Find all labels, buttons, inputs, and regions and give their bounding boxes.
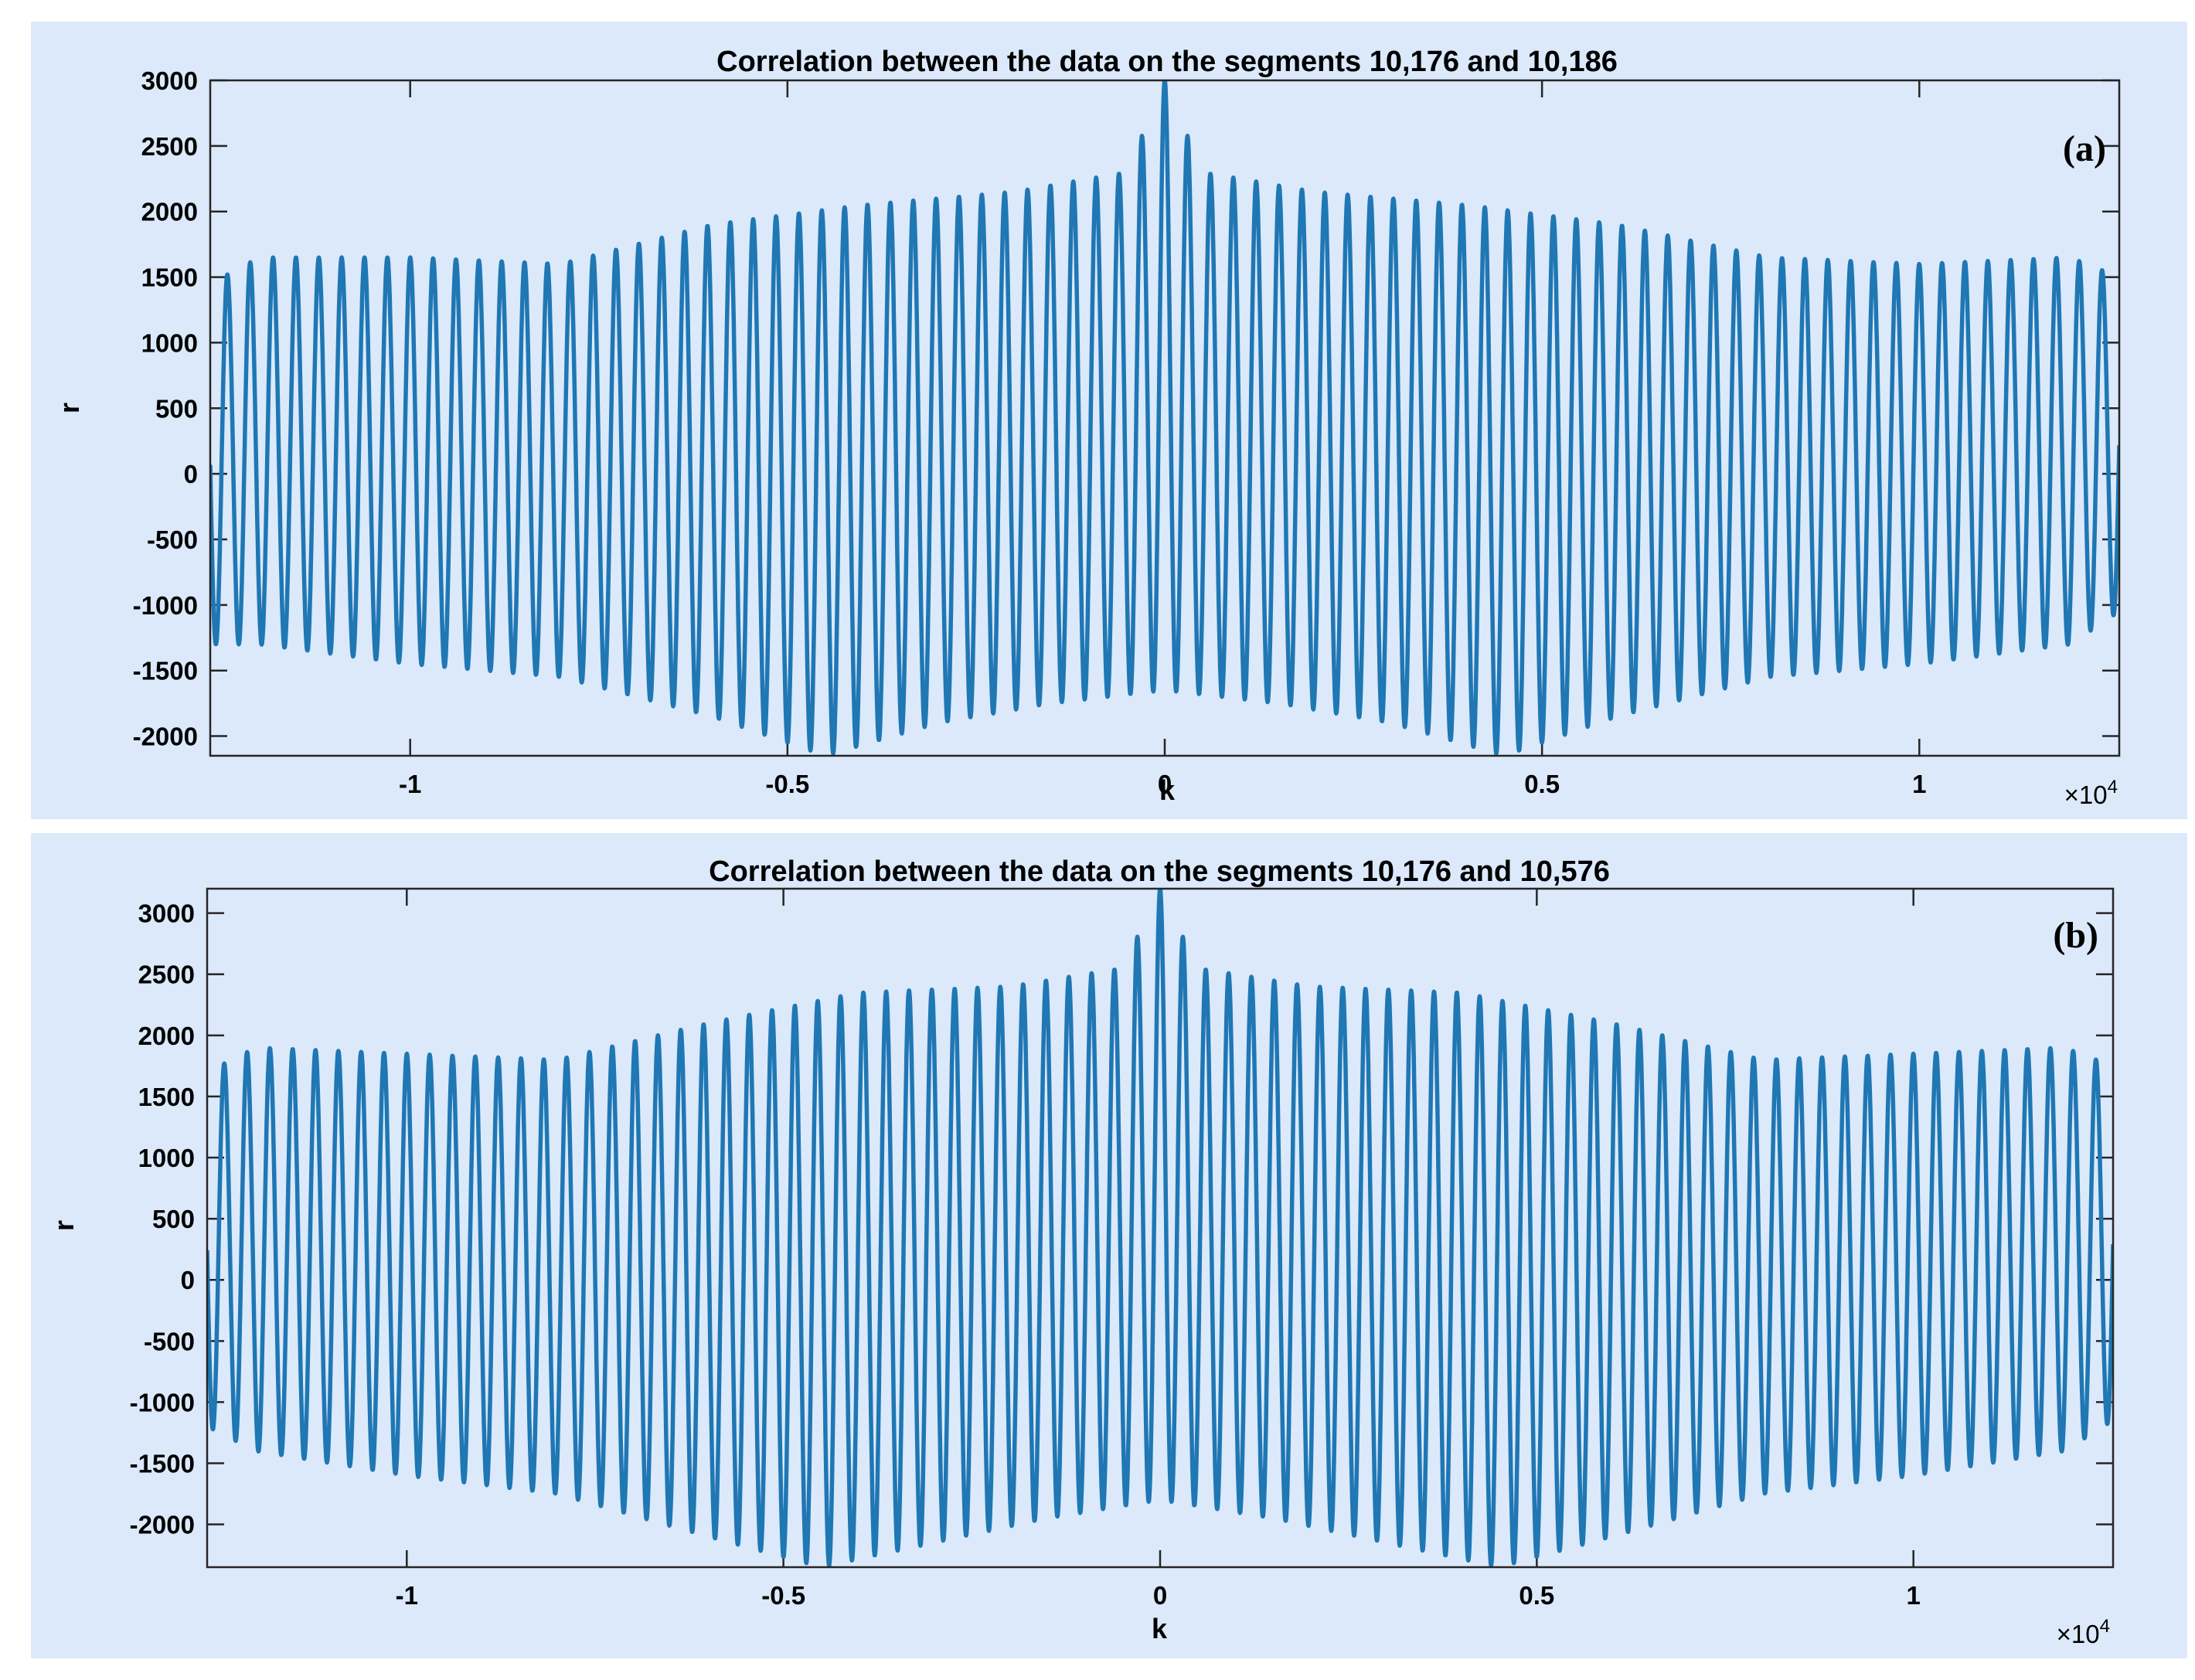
x-tick-label: 1 — [1912, 770, 1926, 798]
x-tick-label: 1 — [1907, 1581, 1921, 1610]
x-tick-label: -1 — [399, 770, 421, 798]
y-tick-label: -2000 — [130, 1511, 195, 1539]
y-tick-label: 3000 — [138, 900, 195, 928]
y-tick-label: -500 — [147, 525, 198, 554]
chart-title: Correlation between the data on the segm… — [716, 46, 1618, 78]
chart-title: Correlation between the data on the segm… — [709, 855, 1610, 888]
plot-area — [206, 887, 2115, 1569]
y-tick-label: 2500 — [138, 961, 195, 989]
x-tick-label: -0.5 — [765, 770, 809, 798]
x-tick-label: 0 — [1153, 1581, 1167, 1610]
x-tick-label: -0.5 — [761, 1581, 805, 1610]
y-tick-label: 500 — [152, 1205, 195, 1233]
x-tick-label: 0 — [1158, 770, 1172, 798]
x-axis-label: k — [1159, 774, 1176, 806]
y-tick-labels: 3000 2500 2000 1500 1000 500 0 -500 -1000 -1500 -2… — [133, 66, 198, 751]
y-tick-label: -1500 — [133, 657, 198, 685]
x-multiplier: ×104 — [2057, 1616, 2110, 1648]
y-tick-label: 2000 — [141, 198, 198, 226]
x-tick-label: 0.5 — [1519, 1581, 1554, 1610]
y-tick-label: 1500 — [141, 264, 198, 292]
y-tick-label: 2500 — [141, 132, 198, 161]
series-line-r — [207, 889, 2113, 1567]
x-tick-label: -1 — [396, 1581, 418, 1610]
y-tick-label: 500 — [155, 394, 198, 423]
y-tick-label: -1500 — [130, 1450, 195, 1478]
y-tick-label: -1000 — [133, 591, 198, 620]
chart-b: Correlation between the data on the segm… — [48, 855, 2115, 1648]
y-tick-label: -2000 — [133, 723, 198, 751]
y-tick-label: 1000 — [138, 1144, 195, 1172]
x-axis-label: k — [1152, 1613, 1168, 1644]
chart-panel-a: Correlation between the data on the segm… — [31, 22, 2187, 819]
y-tick-label: -500 — [144, 1327, 195, 1355]
y-tick-label: 0 — [181, 1266, 195, 1294]
x-multiplier: ×104 — [2064, 777, 2118, 809]
series-line-r — [210, 80, 2119, 756]
y-axis-label: r — [53, 403, 85, 413]
y-tick-label: 1000 — [141, 328, 198, 357]
x-tick-labels: -1 -0.5 0 0.5 1 — [399, 770, 1926, 798]
y-tick-label: 3000 — [141, 66, 198, 95]
plot-area — [209, 79, 2121, 757]
y-tick-labels: 3000 2500 2000 1500 1000 500 0 -500 -1000 -1500 -2… — [130, 900, 195, 1539]
chart-a: Correlation between the data on the segm… — [53, 46, 2121, 809]
panel-label: (b) — [2053, 915, 2098, 956]
y-tick-label: -1000 — [130, 1388, 195, 1416]
x-tick-labels: -1 -0.5 0 0.5 1 — [396, 1581, 1921, 1610]
y-tick-label: 1500 — [138, 1083, 195, 1111]
x-tick-label: 0.5 — [1524, 770, 1560, 798]
y-tick-label: 0 — [184, 460, 198, 488]
y-tick-label: 2000 — [138, 1022, 195, 1050]
panel-label: (a) — [2063, 128, 2106, 169]
chart-panel-b: Correlation between the data on the segm… — [31, 833, 2187, 1658]
y-axis-label: r — [48, 1220, 80, 1231]
